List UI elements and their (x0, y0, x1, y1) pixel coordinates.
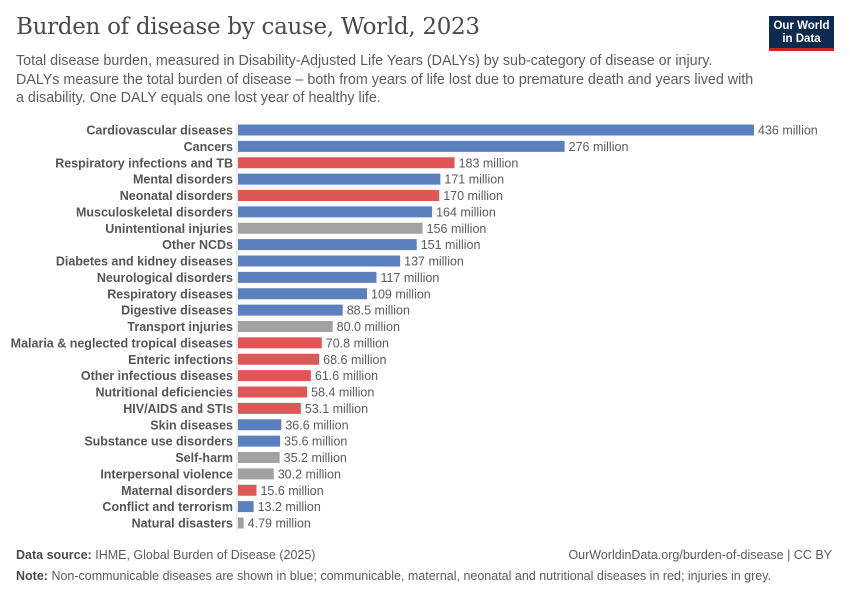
data-label: 13.2 million (258, 500, 321, 514)
chart-title: Burden of disease by cause, World, 2023 (16, 14, 480, 40)
data-label: 156 million (427, 222, 487, 236)
category-label: Malaria & neglected tropical diseases (11, 336, 233, 350)
data-label: 183 million (459, 156, 519, 170)
category-label: Respiratory infections and TB (55, 156, 233, 170)
note: Note: Non-communicable diseases are show… (16, 569, 771, 583)
bar[interactable] (238, 206, 433, 218)
data-label: 276 million (569, 140, 629, 154)
category-label: Unintentional injuries (105, 222, 233, 236)
data-source: Data source: IHME, Global Burden of Dise… (16, 548, 315, 562)
bar[interactable] (238, 517, 244, 529)
category-label: Diabetes and kidney diseases (56, 255, 233, 269)
bar[interactable] (238, 353, 320, 365)
category-label: Conflict and terrorism (102, 500, 233, 514)
bar[interactable] (238, 484, 257, 496)
owid-logo[interactable]: Our World in Data (769, 16, 834, 51)
category-label: Other NCDs (162, 238, 233, 252)
data-label: 171 million (444, 173, 504, 187)
category-label: Skin diseases (150, 418, 233, 432)
bar[interactable] (238, 271, 377, 283)
data-label: 151 million (421, 238, 481, 252)
bar[interactable] (238, 255, 401, 267)
data-label: 4.79 million (248, 517, 311, 531)
data-label: 109 million (371, 287, 431, 301)
data-label: 15.6 million (260, 484, 323, 498)
category-label: Enteric infections (128, 353, 233, 367)
category-label: Musculoskeletal disorders (76, 205, 233, 219)
category-label: Natural disasters (132, 517, 233, 531)
bar[interactable] (238, 419, 282, 431)
note-label: Note: (16, 569, 48, 583)
bar[interactable] (238, 173, 441, 185)
data-label: 137 million (404, 255, 464, 269)
category-label: Cancers (184, 140, 233, 154)
data-label: 80.0 million (337, 320, 400, 334)
category-label: Neonatal disorders (120, 189, 233, 203)
data-label: 164 million (436, 205, 496, 219)
category-label: Respiratory diseases (107, 287, 233, 301)
category-label: Nutritional deficiencies (95, 386, 233, 400)
data-label: 68.6 million (323, 353, 386, 367)
bar[interactable] (238, 337, 322, 349)
chart-subtitle: Total disease burden, measured in Disabi… (16, 53, 754, 106)
bar[interactable] (238, 370, 311, 382)
bar[interactable] (238, 452, 280, 463)
bar[interactable] (238, 402, 301, 414)
data-label: 436 million (758, 124, 818, 138)
category-label: Cardiovascular diseases (86, 124, 233, 138)
data-label: 88.5 million (347, 304, 410, 318)
bar[interactable] (238, 304, 343, 316)
bar[interactable] (238, 435, 281, 447)
bar[interactable] (238, 140, 565, 152)
category-label: Self-harm (175, 451, 233, 465)
bar[interactable] (238, 190, 440, 201)
category-label: Neurological disorders (97, 271, 233, 285)
data-label: 117 million (380, 271, 439, 285)
source-text[interactable]: IHME, Global Burden of Disease (2025) (95, 548, 316, 562)
data-label: 61.6 million (315, 369, 378, 383)
bar[interactable] (238, 157, 455, 169)
data-label: 35.2 million (284, 451, 347, 465)
bar[interactable] (238, 239, 417, 251)
bar[interactable] (238, 321, 333, 332)
bar[interactable] (238, 468, 274, 480)
bar[interactable] (238, 124, 754, 136)
bar[interactable] (238, 501, 254, 513)
bar[interactable] (238, 288, 367, 300)
category-label: Interpersonal violence (100, 467, 233, 481)
data-label: 170 million (443, 189, 503, 203)
category-label: Substance use disorders (84, 435, 233, 449)
data-label: 58.4 million (311, 386, 374, 400)
category-label: Digestive diseases (121, 304, 233, 318)
category-label: Other infectious diseases (81, 369, 233, 383)
note-text: Non-communicable diseases are shown in b… (51, 569, 772, 583)
bar[interactable] (238, 386, 308, 398)
category-label: Maternal disorders (121, 484, 233, 498)
data-label: 35.6 million (284, 435, 347, 449)
data-label: 36.6 million (285, 418, 348, 432)
category-label: HIV/AIDS and STIs (123, 402, 233, 416)
source-label: Data source: (16, 548, 92, 562)
source-url[interactable]: OurWorldinData.org/burden-of-disease | C… (568, 548, 832, 562)
category-label: Transport injuries (127, 320, 233, 334)
category-label: Mental disorders (133, 173, 233, 187)
bar[interactable] (238, 222, 423, 234)
data-label: 53.1 million (305, 402, 368, 416)
data-label: 70.8 million (326, 336, 389, 350)
data-label: 30.2 million (278, 467, 341, 481)
